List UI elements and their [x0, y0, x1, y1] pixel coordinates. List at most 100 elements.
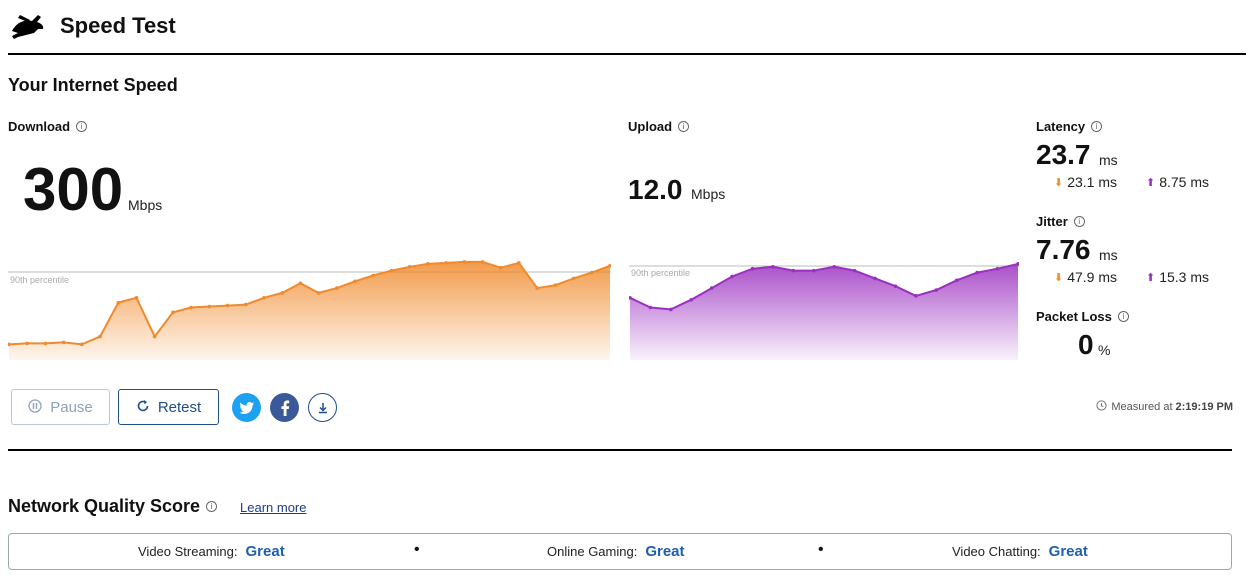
section-divider: [8, 449, 1232, 451]
latency-upload-value: 8.75 ms: [1159, 174, 1210, 190]
quality-label: Video Streaming:: [138, 544, 238, 559]
rabbit-logo-icon: [12, 15, 44, 39]
measured-time: 2:19:19 PM: [1175, 401, 1233, 413]
jitter-upload-value: 15.3 ms: [1159, 269, 1210, 285]
download-arrow-icon: ⬇: [1054, 176, 1064, 189]
jitter-upload: ⬆ 15.3 ms: [1146, 269, 1209, 285]
upload-data-point: [832, 264, 837, 269]
pause-button[interactable]: Pause: [11, 389, 110, 425]
upload-label: Upload i: [628, 119, 690, 134]
download-data-point: [152, 334, 157, 339]
download-data-point: [335, 286, 339, 290]
upload-data-point: [669, 307, 673, 312]
packet-loss-value: 0: [1078, 329, 1094, 360]
app-title: Speed Test: [60, 13, 176, 38]
network-quality-title-text: Network Quality Score: [8, 496, 201, 516]
jitter-label-text: Jitter: [1036, 214, 1068, 229]
download-line: [8, 260, 611, 346]
header-divider: [8, 53, 1246, 55]
info-icon[interactable]: i: [76, 121, 88, 132]
info-icon[interactable]: i: [1073, 216, 1085, 227]
upload-data-point: [771, 264, 775, 269]
network-quality-box: [8, 533, 1232, 570]
measured-label: Measured at: [1111, 401, 1173, 413]
learn-more-link[interactable]: Learn more: [240, 500, 307, 515]
download-data-point: [134, 296, 139, 300]
upload-data-point: [811, 268, 816, 273]
info-icon[interactable]: i: [1091, 121, 1103, 132]
upload-data-point: [791, 268, 796, 273]
upload-data-point: [975, 270, 979, 275]
upload-data-point: [914, 294, 918, 298]
download-data-point: [80, 342, 84, 347]
download-data-point: [8, 342, 11, 347]
latency-upload: ⬆ 8.75 ms: [1146, 174, 1209, 190]
upload-data-point: [629, 296, 632, 300]
download-data-point: [389, 268, 394, 273]
pause-label: Pause: [50, 398, 93, 416]
download-data-point: [61, 340, 66, 345]
upload-data-point: [873, 276, 877, 281]
download-area: [9, 261, 610, 360]
quality-label: Video Chatting:: [952, 544, 1041, 559]
download-data-point: [517, 261, 521, 265]
separator-dot: •: [414, 541, 420, 558]
twitter-share-button[interactable]: [232, 393, 261, 422]
packet-loss-unit: %: [1098, 342, 1111, 358]
upload-data-point: [750, 266, 755, 271]
download-data-point: [353, 279, 357, 284]
latency-unit: ms: [1099, 152, 1118, 168]
download-data-point: [189, 305, 193, 310]
download-data-point: [444, 261, 448, 265]
download-results-button[interactable]: [308, 393, 337, 422]
pause-icon: [28, 398, 42, 416]
latency-label-text: Latency: [1036, 119, 1086, 134]
refresh-icon: [136, 399, 150, 416]
info-icon[interactable]: i: [1117, 311, 1129, 322]
facebook-share-button[interactable]: [270, 393, 299, 422]
quality-value: Great: [1048, 543, 1088, 560]
upload-value: 12.0: [628, 174, 683, 205]
download-unit: Mbps: [128, 197, 163, 213]
info-icon[interactable]: i: [678, 121, 690, 132]
upload-data-point: [893, 284, 898, 288]
percentile-label: 90th percentile: [10, 275, 69, 285]
download-data-point: [207, 304, 212, 309]
latency-download-value: 23.1 ms: [1067, 174, 1118, 190]
download-data-point: [571, 276, 576, 281]
quality-value: Great: [245, 543, 285, 560]
upload-data-point: [689, 297, 694, 302]
retest-button[interactable]: Retest: [118, 389, 219, 425]
upload-data-point: [934, 288, 939, 292]
download-data-point: [462, 260, 467, 264]
retest-label: Retest: [157, 398, 202, 416]
quality-value: Great: [645, 543, 685, 560]
download-data-point: [426, 262, 430, 266]
upload-data-point: [954, 278, 959, 283]
section-title: Your Internet Speed: [8, 75, 178, 95]
download-data-point: [171, 310, 175, 315]
download-data-point: [25, 341, 30, 346]
quality-item-video-chatting: Video Chatting: Great: [952, 543, 1088, 560]
download-data-point: [535, 286, 539, 290]
percentile-label: 90th percentile: [631, 268, 690, 278]
download-data-point: [298, 281, 303, 286]
upload-arrow-icon: ⬆: [1146, 176, 1156, 189]
upload-data-point: [852, 268, 857, 273]
packet-loss-label-text: Packet Loss: [1036, 309, 1112, 324]
quality-item-online-gaming: Online Gaming: Great: [547, 543, 685, 560]
download-data-point: [480, 260, 485, 264]
jitter-download-value: 47.9 ms: [1067, 269, 1118, 285]
info-icon[interactable]: i: [206, 501, 218, 512]
upload-arrow-icon: ⬆: [1146, 271, 1156, 284]
jitter-unit: ms: [1099, 247, 1118, 263]
app-header: Speed Test: [8, 8, 176, 44]
network-quality-title: Network Quality Score i: [8, 496, 218, 517]
download-data-point: [371, 273, 376, 278]
jitter-label: Jitter i: [1036, 214, 1085, 229]
latency-value: 23.7: [1036, 139, 1091, 170]
quality-item-video-streaming: Video Streaming: Great: [138, 543, 285, 560]
quality-label: Online Gaming:: [547, 544, 638, 559]
upload-data-point: [648, 305, 653, 310]
clock-icon: [1096, 400, 1107, 414]
